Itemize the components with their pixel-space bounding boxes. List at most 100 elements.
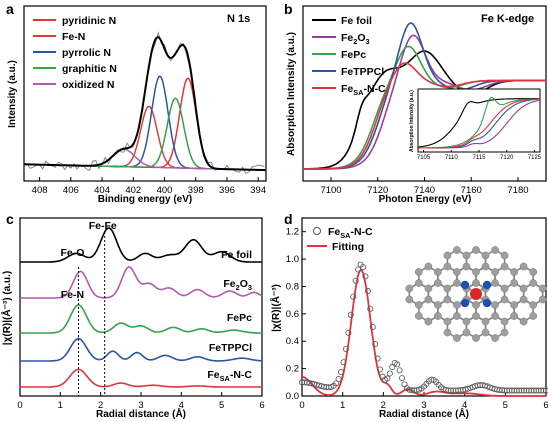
data-point [352,277,359,284]
y-axis-label: |χ(R)|(Å⁻³) (a.u.) [0,271,13,345]
carbon-atom [510,279,518,287]
carbon-atom [443,295,452,304]
nitrogen-atom [482,280,492,290]
carbon-atom [491,279,499,287]
carbon-atom [453,334,461,342]
data-point [367,305,374,312]
carbon-atom [472,334,480,342]
carbon-atom [500,251,509,260]
data-point [384,375,391,382]
carbon-atom [434,312,442,320]
carbon-atom [481,251,490,260]
fitting-line [301,269,546,397]
panel-b: b Fe K-edge Absorption Intensity (a.u.) Pho… [284,1,547,205]
y-axis-label: Intensity (a.u.) [7,60,18,128]
panel-label: c [6,211,14,227]
x-tick-label: 1 [58,400,63,411]
series-label: FeSA-N-C [207,369,252,383]
carbon-atom [424,317,433,326]
x-tick-label: 0 [17,400,22,411]
x-tick-label: 7100 [320,185,341,196]
panel-a: a N 1s Intensity (a.u.) Binding energy (eV)… [6,1,267,205]
carbon-atom [481,317,490,326]
x-tick-label: 408 [32,185,48,196]
carbon-atom [472,312,480,320]
x-tick-label: 7180 [507,185,528,196]
panel-d: d |χ(R)|(Å⁻³) Radial distance (Å) 0 1 2 3 4 5 6 0.… [269,211,548,420]
data-point [372,341,379,348]
y-tick-label: 1.2 [286,227,299,238]
carbon-atom [519,262,528,271]
data-point [338,369,345,376]
legend-label: Fe2O3 [341,32,370,46]
x-axis-label: Radial distance (Å) [379,407,469,420]
carbon-atom [529,268,538,276]
inset-tick-label: 7115 [473,155,487,161]
legend-label: pyrrolic N [62,47,111,59]
x-tick-label: 404 [94,185,110,196]
carbon-atom [519,317,528,326]
legend-label: FeSA-N-C [341,83,386,97]
x-tick-label: 396 [219,185,235,196]
data-point [364,288,371,295]
data-point [340,359,347,366]
molecular-structure [405,246,547,342]
carbon-atom [519,295,528,304]
carbon-atom [424,284,433,293]
plot-frame [19,217,263,397]
y-axis-label: Absorption Intensity (a.u.) [286,32,297,156]
plot-frame [23,5,267,182]
carbon-atom [453,246,461,254]
data-point [396,367,403,374]
legend-label: FePc [341,49,366,61]
data-point [386,370,393,377]
data-point [369,324,376,331]
carbon-atom [491,301,499,309]
series-line [20,337,262,362]
carbon-atom [424,295,433,304]
data-point [394,361,401,368]
data-point [362,273,369,280]
carbon-atom [529,301,538,309]
x-tick-label: 6 [543,400,548,411]
x-tick-label: 1 [340,400,345,411]
carbon-atom [500,284,509,293]
carbon-atom [443,328,452,337]
data-point [345,329,352,336]
y-axis-label: |χ(R)|(Å⁻³) [269,284,282,332]
x-tick-label: 2 [381,400,386,411]
carbon-atom [414,268,423,276]
panel-label: a [6,1,14,17]
data-point [342,345,349,352]
carbon-atom [500,317,509,326]
data-point [399,375,406,382]
carbon-atom [434,279,442,287]
carbon-atom [538,295,547,304]
x-tick-label: 394 [250,185,266,196]
carbon-atom [481,328,490,337]
carbon-atom [405,295,414,304]
x-axis-label: Photon Energy (eV) [379,194,472,205]
x-axis-label: Radial distance (Å) [96,407,186,420]
data-point [540,387,547,394]
legend-label: Fitting [332,241,364,253]
legend-label: Fe-N [62,31,85,43]
x-tick-label: 7120 [367,185,388,196]
carbon-atom [529,312,538,320]
legend-label: Fe foil [341,15,372,27]
x-tick-label: 3 [138,400,143,411]
carbon-atom [538,284,547,293]
carbon-atom [424,262,433,271]
legend-swatch [313,227,321,235]
nitrogen-atom [482,298,492,308]
panel-c: c |χ(R)|(Å⁻³) (a.u.) Radial distance (Å) 0 1… [0,211,265,420]
carbon-atom [414,301,423,309]
carbon-atom [462,251,471,260]
y-tick-label: 0.6 [286,309,299,320]
chart-title: N 1s [227,13,250,25]
carbon-atom [491,268,499,276]
carbon-atom [500,262,509,271]
legend-label: oxidized N [62,79,115,91]
inset-y-label: Absorption Intensity (a.u.) [409,90,415,152]
x-tick-label: 4 [462,400,467,411]
